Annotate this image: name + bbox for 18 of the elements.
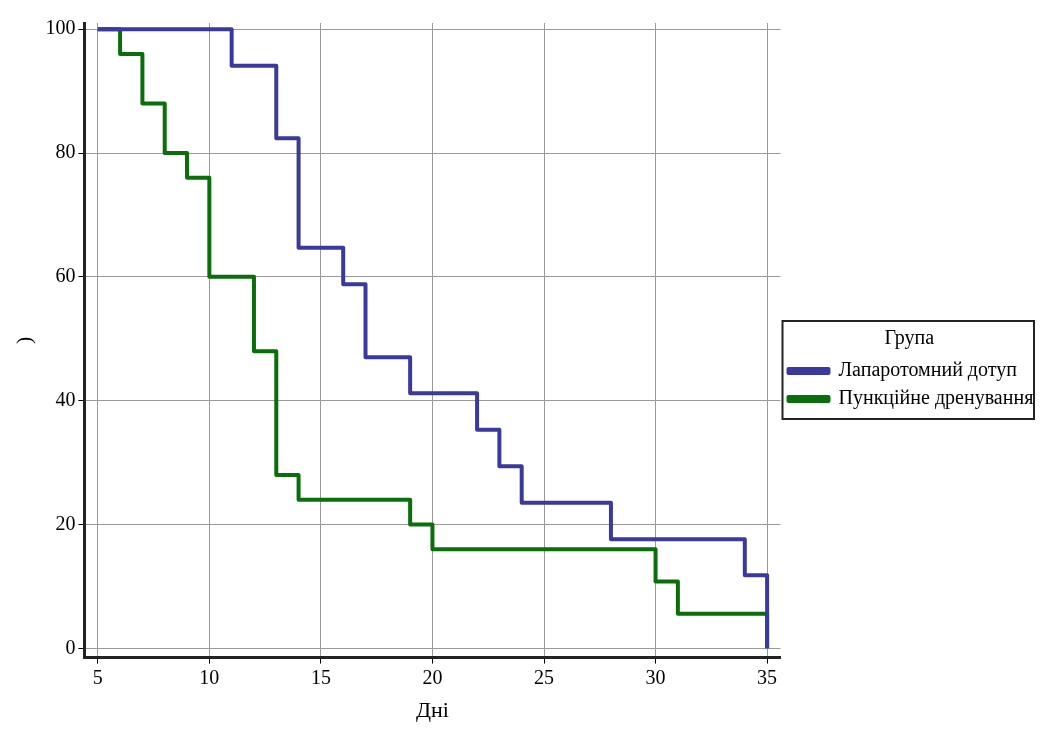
legend-title: Група (884, 326, 935, 350)
x-tick-label: 25 (534, 665, 554, 688)
x-tick-label: 20 (422, 665, 443, 688)
x-tick-label: 5 (92, 665, 103, 688)
x-axis-title: Дні (416, 696, 449, 722)
x-tick-label: 15 (310, 665, 331, 688)
legend-label: Пункційне дренування (838, 386, 1034, 410)
y-tick-label: 60 (55, 264, 76, 287)
y-tick-label: 0 (65, 635, 76, 658)
y-tick-label: 20 (55, 511, 76, 534)
x-tick-label: 10 (199, 665, 220, 688)
y-axis-title: ) (10, 336, 36, 344)
y-tick-label: 100 (45, 16, 76, 39)
x-tick-label: 30 (645, 665, 666, 688)
x-tick-label: 35 (757, 665, 778, 688)
y-tick-label: 40 (55, 387, 76, 410)
y-tick-label: 80 (55, 140, 76, 163)
legend-label: Лапаротомний дотуп (838, 358, 1018, 382)
